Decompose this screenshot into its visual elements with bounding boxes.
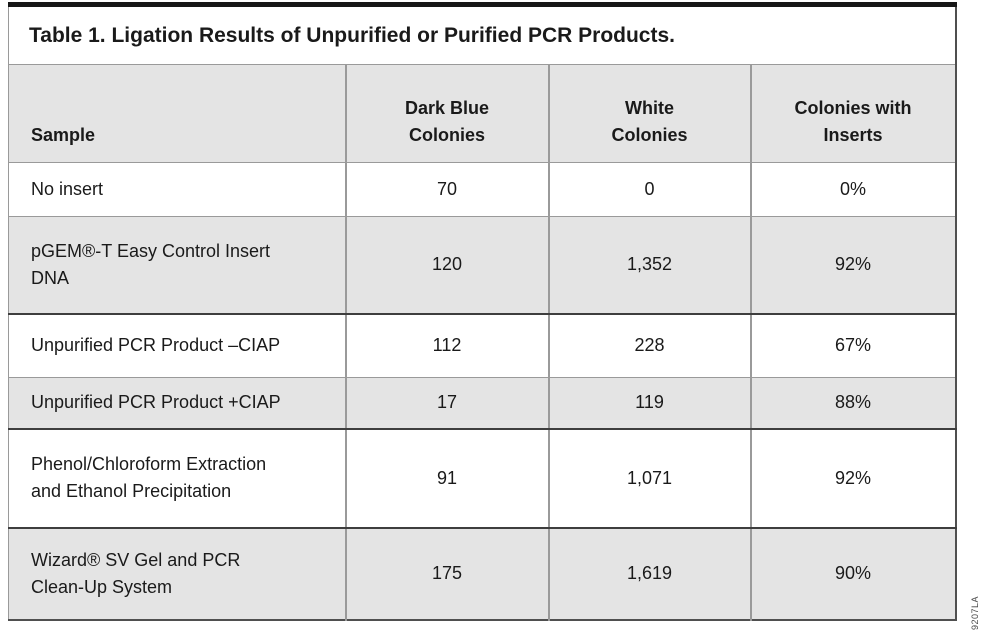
sample-line: DNA	[31, 267, 70, 288]
cell-dark-blue-colonies: 120	[344, 216, 549, 315]
column-header-white-colonies: White Colonies	[547, 64, 751, 163]
sample-line: Clean-Up System	[31, 576, 173, 597]
header-line: White	[625, 98, 674, 118]
cell-white-colonies: 1,352	[547, 216, 751, 315]
cell-white-colonies: 119	[547, 377, 751, 430]
header-line: Colonies	[611, 125, 688, 145]
table-title: Table 1. Ligation Results of Unpurified …	[8, 4, 956, 65]
header-line: Inserts	[823, 125, 883, 145]
ligation-results-table: Table 1. Ligation Results of Unpurified …	[8, 2, 957, 621]
table-row: Phenol/Chloroform Extraction and Ethanol …	[8, 428, 956, 529]
header-line: Sample	[31, 125, 96, 145]
table-row: Unpurified PCR Product –CIAP 112 228 67%	[8, 313, 956, 378]
sample-line: No insert	[31, 179, 104, 199]
cell-dark-blue-colonies: 70	[344, 162, 549, 217]
cell-sample: No insert	[8, 162, 346, 217]
cell-colonies-with-inserts: 92%	[749, 428, 956, 529]
header-line: Dark Blue	[404, 98, 490, 118]
cell-dark-blue-colonies: 17	[344, 377, 549, 430]
cell-colonies-with-inserts: 90%	[749, 527, 956, 620]
cell-white-colonies: 1,619	[547, 527, 751, 620]
figure-code: 9207LA	[970, 595, 980, 630]
table-row: Unpurified PCR Product +CIAP 17 119 88%	[8, 377, 956, 430]
cell-white-colonies: 1,071	[547, 428, 751, 529]
sample-line: and Ethanol Precipitation	[31, 481, 232, 501]
column-header-dark-blue-colonies: Dark Blue Colonies	[344, 64, 549, 163]
cell-sample: Unpurified PCR Product –CIAP	[8, 313, 346, 378]
cell-colonies-with-inserts: 88%	[749, 377, 956, 430]
cell-dark-blue-colonies: 91	[344, 428, 549, 529]
header-line: Colonies	[408, 125, 485, 145]
sample-line: Unpurified PCR Product +CIAP	[31, 392, 281, 413]
sample-line: Wizard® SV Gel and PCR	[31, 549, 241, 570]
cell-sample: Phenol/Chloroform Extraction and Ethanol …	[8, 428, 346, 529]
cell-colonies-with-inserts: 0%	[749, 162, 956, 217]
cell-sample: Wizard® SV Gel and PCR Clean-Up System	[8, 527, 346, 620]
cell-white-colonies: 228	[547, 313, 751, 378]
column-header-colonies-with-inserts: Colonies with Inserts	[749, 64, 956, 163]
table-title-row: Table 1. Ligation Results of Unpurified …	[8, 4, 956, 65]
cell-dark-blue-colonies: 112	[344, 313, 549, 378]
table-header-row: Sample Dark Blue Colonies White Colonies C…	[8, 64, 956, 163]
sample-line: pGEM®-T Easy Control Insert	[31, 240, 271, 261]
table-row: No insert 70 0 0%	[8, 162, 956, 217]
sample-line: Unpurified PCR Product –CIAP	[31, 335, 281, 356]
cell-dark-blue-colonies: 175	[344, 527, 549, 620]
cell-sample: Unpurified PCR Product +CIAP	[8, 377, 346, 430]
cell-white-colonies: 0	[547, 162, 751, 217]
sample-line: Phenol/Chloroform Extraction	[31, 454, 267, 474]
table-row: pGEM®-T Easy Control Insert DNA 120 1,352…	[8, 216, 956, 315]
cell-colonies-with-inserts: 67%	[749, 313, 956, 378]
cell-colonies-with-inserts: 92%	[749, 216, 956, 315]
cell-sample: pGEM®-T Easy Control Insert DNA	[8, 216, 346, 315]
table-row: Wizard® SV Gel and PCR Clean-Up System 17…	[8, 527, 956, 620]
column-header-sample: Sample	[8, 64, 346, 163]
header-line: Colonies with	[794, 98, 912, 118]
